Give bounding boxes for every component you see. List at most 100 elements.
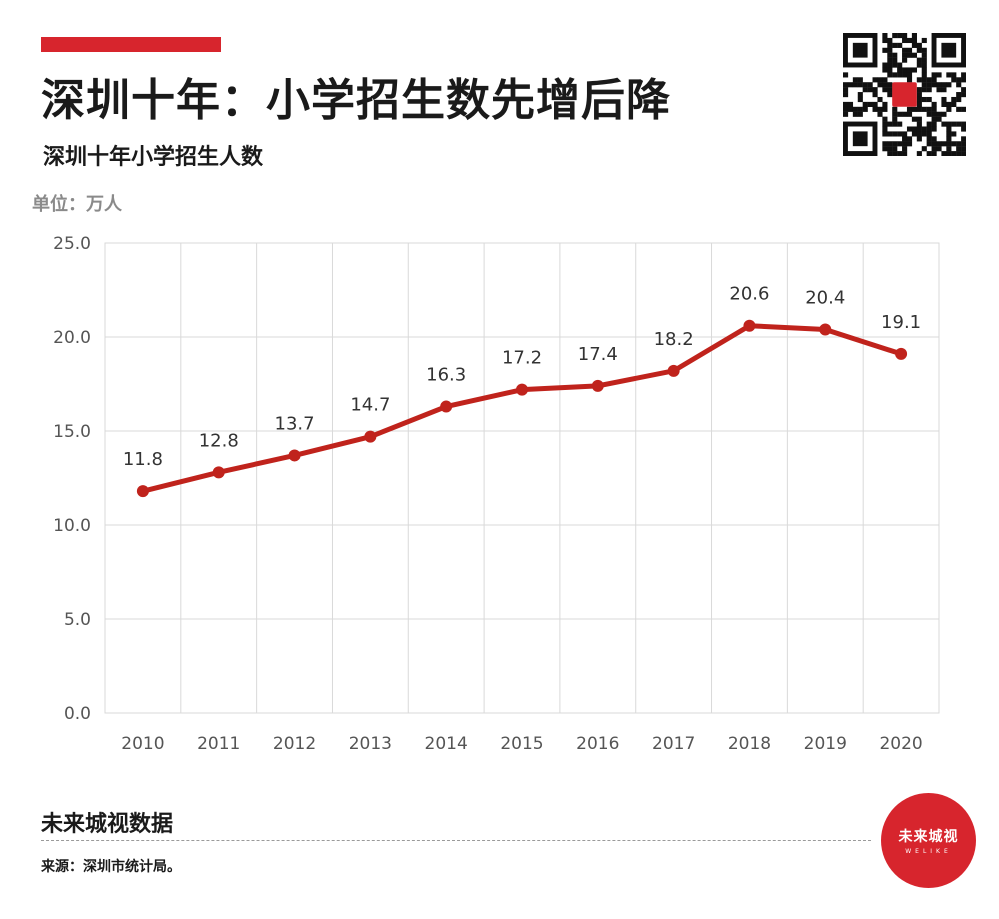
qr-module [951, 77, 957, 83]
qr-module [956, 151, 962, 156]
qr-module [926, 87, 932, 93]
qr-module [897, 131, 903, 137]
qr-module [946, 82, 952, 88]
qr-module [857, 106, 863, 112]
qr-module [847, 82, 854, 88]
qr-module [887, 37, 893, 44]
qr-module [931, 72, 937, 78]
qr-module [946, 151, 952, 156]
qr-module [882, 37, 888, 44]
qr-module [956, 96, 962, 103]
qr-module [956, 77, 962, 83]
qr-module [916, 131, 922, 137]
qr-module [872, 92, 878, 98]
qr-module [931, 82, 937, 88]
qr-module [887, 82, 893, 88]
qr-module [882, 146, 888, 152]
qr-module [906, 37, 913, 44]
qr-module [911, 116, 917, 122]
qr-module [926, 82, 932, 88]
qr-module [847, 106, 854, 112]
data-point [743, 319, 756, 332]
qr-module [931, 136, 937, 142]
qr-module [887, 146, 893, 152]
qr-module [961, 87, 966, 93]
qr-module [882, 131, 888, 137]
qr-module [906, 52, 913, 58]
qr-module [892, 146, 898, 152]
qr-module [936, 116, 942, 122]
qr-module [882, 87, 888, 93]
data-point [440, 400, 453, 413]
qr-module [857, 77, 863, 83]
qr-module [847, 101, 854, 107]
qr-module [906, 136, 913, 142]
qr-module [911, 33, 917, 39]
qr-module [946, 136, 952, 142]
qr-module [882, 77, 888, 83]
qr-module [931, 151, 937, 156]
qr-code[interactable] [843, 33, 966, 156]
qr-module [961, 141, 966, 147]
x-tick-label: 2011 [197, 734, 240, 754]
qr-module [902, 57, 908, 63]
qr-module [956, 121, 962, 127]
qr-module [946, 126, 952, 132]
qr-module [887, 42, 893, 48]
plot-area [104, 242, 940, 714]
qr-module [897, 72, 903, 78]
qr-module [926, 106, 932, 112]
qr-module [867, 101, 873, 107]
qr-module [897, 33, 903, 39]
qr-module [906, 126, 913, 132]
qr-module [882, 101, 888, 107]
qr-module [843, 111, 849, 117]
qr-module [921, 126, 927, 132]
qr-module [926, 77, 932, 83]
qr-module [892, 33, 898, 39]
qr-module [862, 106, 868, 112]
qr-module [941, 101, 947, 107]
qr-module [921, 52, 927, 58]
qr-module [961, 121, 966, 127]
y-tick-label: 5.0 [64, 610, 91, 630]
qr-module [897, 121, 903, 127]
qr-module [921, 87, 927, 93]
qr-module [877, 106, 883, 112]
qr-module [946, 146, 952, 152]
qr-module [946, 72, 952, 78]
qr-module [926, 136, 932, 142]
qr-module [882, 141, 888, 147]
data-label: 11.8 [123, 449, 163, 470]
qr-module [916, 92, 922, 98]
qr-module [843, 82, 849, 88]
data-label: 18.2 [654, 329, 694, 350]
logo-subtext: WELIKE [905, 848, 952, 855]
qr-module [887, 57, 893, 63]
qr-module [843, 92, 849, 98]
qr-center-logo [892, 82, 917, 107]
qr-module [911, 42, 917, 48]
qr-module [892, 141, 898, 147]
page-title: 深圳十年：小学招生数先增后降 [41, 75, 671, 126]
qr-module [843, 106, 849, 112]
footer-divider [41, 840, 871, 841]
qr-module [892, 106, 898, 112]
qr-module [902, 47, 908, 53]
qr-module [902, 151, 908, 156]
qr-module [892, 116, 898, 122]
qr-module [946, 101, 952, 107]
data-label: 13.7 [275, 413, 315, 434]
qr-module [921, 106, 927, 112]
qr-module [906, 111, 913, 117]
qr-module [897, 67, 903, 73]
qr-module [892, 42, 898, 48]
qr-module [902, 146, 908, 152]
qr-module [887, 52, 893, 58]
x-tick-label: 2020 [879, 734, 922, 754]
qr-module [897, 111, 903, 117]
qr-module [941, 151, 947, 156]
data-point [516, 383, 528, 396]
y-tick-label: 15.0 [53, 422, 91, 442]
data-point [591, 379, 604, 392]
